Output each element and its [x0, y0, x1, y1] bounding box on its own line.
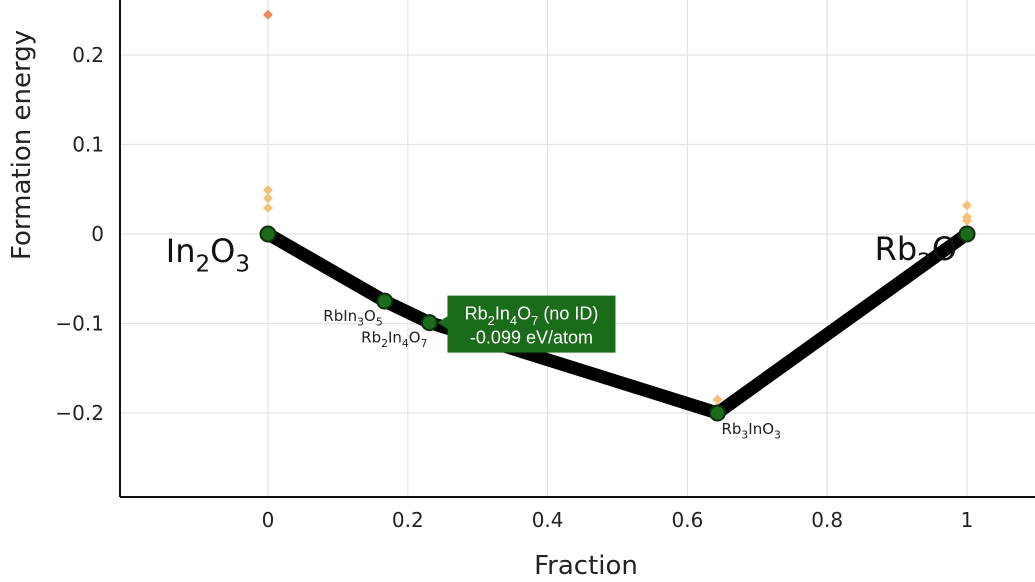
stable-point[interactable] [708, 404, 726, 422]
stable-points[interactable] [259, 225, 976, 422]
x-tick-label: 0.4 [532, 508, 564, 532]
unstable-points[interactable] [263, 9, 972, 405]
stable-point-label: Rb2​In4​O7​ [361, 329, 427, 351]
tooltip-formula: Rb2​In4​O7​ (no ID) [465, 304, 599, 328]
unstable-point[interactable] [263, 193, 273, 204]
y-tick-label: 0 [91, 222, 104, 246]
tooltip-arrow [437, 315, 449, 330]
y-tick-label: −0.2 [55, 401, 104, 425]
stable-point-label: Rb3​InO3​ [721, 420, 780, 442]
tick-labels: 0 0.2 0.4 0.6 0.8 1 −0.2 −0.1 0 0.1 0.2 [55, 43, 973, 532]
unstable-point[interactable] [962, 200, 972, 211]
grid-lines [120, 0, 1035, 497]
unstable-point[interactable] [962, 215, 972, 226]
tooltip-box [447, 295, 616, 353]
stable-point-label: RbIn3​O5​ [323, 307, 382, 329]
x-tick-label: 1 [961, 508, 974, 532]
stable-point[interactable] [259, 225, 277, 243]
stable-point[interactable] [958, 225, 976, 243]
y-axis-title: Formation energy [7, 30, 37, 260]
endpoint-label: In2​O3​ [166, 232, 250, 278]
y-tick-label: 0.1 [72, 133, 104, 157]
point-labels: RbIn3​O5​Rb2​In4​O7​ Rb3​InO3​ In2​O3​ Rb2​… [166, 230, 957, 442]
tooltip-energy: -0.099 eV/atom [470, 328, 593, 348]
x-tick-label: 0 [262, 508, 275, 532]
stable-point[interactable] [420, 314, 438, 332]
unstable-point[interactable] [712, 394, 723, 405]
x-tick-label: 0.8 [811, 508, 843, 532]
x-tick-label: 0.6 [671, 508, 703, 532]
x-tick-label: 0.2 [392, 508, 424, 532]
endpoint-label: Rb2​O [875, 230, 957, 276]
stable-point[interactable] [376, 292, 394, 310]
unstable-point[interactable] [263, 203, 273, 214]
y-tick-label: 0.2 [72, 43, 104, 67]
hover-tooltip: Rb2​In4​O7​ (no ID)-0.099 eV/atom [437, 295, 616, 353]
unstable-point[interactable] [263, 185, 273, 196]
axes [119, 0, 1035, 498]
y-tick-label: −0.1 [55, 312, 104, 336]
x-axis-title: Fraction [534, 551, 638, 581]
unstable-point[interactable] [263, 9, 273, 20]
